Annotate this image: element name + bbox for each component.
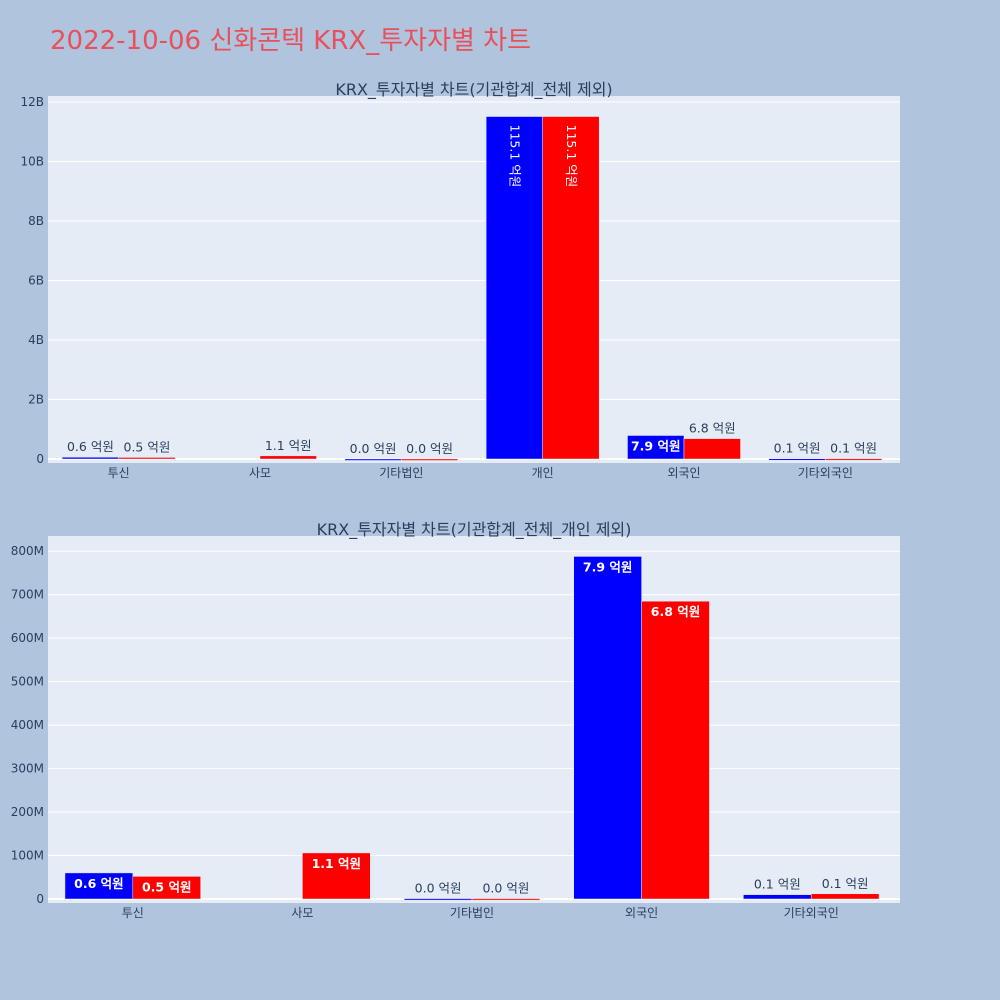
bar [259, 455, 317, 460]
data-label: 0.0 억원 [350, 441, 397, 456]
x-tick-label: 사모 [249, 466, 271, 480]
x-tick-label: 사모 [291, 906, 313, 920]
data-label: 115.1 억원 [507, 125, 522, 188]
chart-top: KRX_투자자별 차트(기관합계_전체 제외) 0 2B 4B 6B 8B 10B 12B 투신… [20, 80, 900, 480]
x-tick-label: 투신 [108, 466, 130, 480]
data-label: 115.1 억원 [564, 125, 579, 188]
data-label: 6.8 억원 [689, 421, 736, 436]
y-tick-label: 6B [28, 273, 44, 287]
data-label: 0.5 억원 [142, 879, 192, 894]
x-tick-label: 개인 [532, 466, 554, 480]
bar [61, 456, 119, 460]
x-tick-label: 기타법인 [379, 466, 423, 480]
data-label: 7.9 억원 [583, 559, 633, 574]
data-label: 0.0 억원 [415, 881, 462, 896]
x-tick-label: 외국인 [625, 906, 658, 920]
x-tick-label: 기타법인 [450, 906, 494, 920]
y-tick-label: 400M [11, 718, 44, 732]
bar [683, 438, 741, 460]
bar [64, 872, 134, 900]
y-tick-label: 100M [11, 849, 44, 863]
data-label: 7.9 억원 [631, 438, 681, 453]
chart-bottom: KRX_투자자별 차트(기관합계_전체_개인 제외) 0 100M 200M 300M 4… [11, 520, 900, 920]
data-label: 0.0 억원 [406, 441, 453, 456]
data-label: 0.1 억원 [774, 441, 821, 456]
y-tick-label: 12B [20, 95, 44, 109]
x-tick-label: 투신 [122, 906, 144, 920]
data-label: 0.1 억원 [822, 876, 869, 891]
data-label: 0.6 억원 [74, 876, 124, 891]
bar [302, 852, 371, 900]
bar [825, 458, 883, 461]
data-label: 6.8 억원 [651, 604, 701, 619]
y-tick-label: 2B [28, 392, 44, 406]
data-label: 0.1 억원 [754, 877, 801, 892]
page-title: 2022-10-06 신화콘텍 KRX_투자자별 차트 [50, 26, 531, 56]
plot-area [48, 536, 900, 903]
bar [485, 116, 543, 460]
bar [403, 898, 473, 901]
chart-title: KRX_투자자별 차트(기관합계_전체_개인 제외) [317, 520, 632, 540]
y-tick-label: 800M [11, 544, 44, 558]
bar [641, 600, 710, 900]
bar [132, 876, 201, 900]
y-tick-label: 700M [11, 588, 44, 602]
bar [810, 893, 880, 900]
y-tick-label: 4B [28, 333, 44, 347]
y-tick-label: 200M [11, 805, 44, 819]
x-tick-label: 외국인 [667, 466, 700, 480]
bar [401, 458, 459, 461]
chart-title: KRX_투자자별 차트(기관합계_전체 제외) [335, 80, 612, 100]
plot-area [48, 96, 900, 463]
y-tick-label: 10B [20, 154, 44, 168]
data-label: 1.1 억원 [265, 438, 312, 453]
data-label: 1.1 억원 [312, 856, 362, 871]
bar [743, 894, 812, 900]
y-tick-label: 300M [11, 762, 44, 776]
y-tick-label: 500M [11, 675, 44, 689]
x-tick-label: 기타외국인 [798, 466, 853, 480]
bar [542, 116, 600, 460]
bar [471, 898, 541, 901]
bar [768, 458, 826, 461]
data-label: 0.6 억원 [67, 439, 114, 454]
y-tick-label: 8B [28, 214, 44, 228]
bar [344, 458, 402, 461]
y-tick-label: 0 [36, 452, 44, 466]
y-tick-label: 600M [11, 631, 44, 645]
data-label: 0.5 억원 [124, 439, 171, 454]
bar [118, 457, 176, 460]
x-tick-label: 기타외국인 [784, 906, 839, 920]
bar [573, 556, 642, 900]
data-label: 0.1 억원 [830, 441, 877, 456]
y-tick-label: 0 [36, 892, 44, 906]
data-label: 0.0 억원 [482, 881, 529, 896]
